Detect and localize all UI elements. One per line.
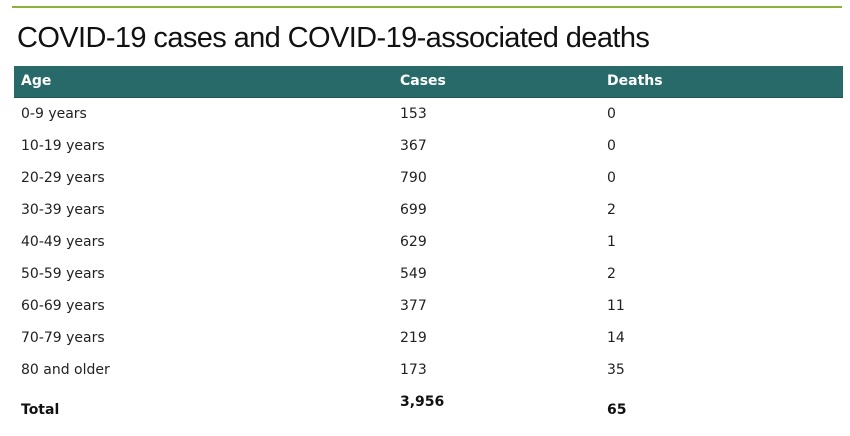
cell-cases: 367 bbox=[400, 138, 427, 154]
table-row: 40-49 years 629 1 bbox=[14, 226, 843, 258]
cell-age: 0-9 years bbox=[21, 106, 87, 122]
page-title: COVID-19 cases and COVID-19-associated d… bbox=[17, 22, 650, 54]
header-deaths: Deaths bbox=[607, 73, 663, 89]
cell-deaths: 11 bbox=[607, 298, 625, 314]
cell-deaths: 0 bbox=[607, 106, 616, 122]
table-row: 20-29 years 790 0 bbox=[14, 162, 843, 194]
table-row: 70-79 years 219 14 bbox=[14, 322, 843, 354]
cell-deaths: 0 bbox=[607, 138, 616, 154]
cell-cases: 790 bbox=[400, 170, 427, 186]
cell-deaths: 14 bbox=[607, 330, 625, 346]
cell-deaths: 35 bbox=[607, 362, 625, 378]
table-row: 60-69 years 377 11 bbox=[14, 290, 843, 322]
total-deaths: 65 bbox=[607, 402, 627, 418]
cell-deaths: 0 bbox=[607, 170, 616, 186]
cell-age: 40-49 years bbox=[21, 234, 105, 250]
cell-cases: 377 bbox=[400, 298, 427, 314]
cell-cases: 173 bbox=[400, 362, 427, 378]
cell-cases: 629 bbox=[400, 234, 427, 250]
header-cases: Cases bbox=[400, 73, 446, 89]
cell-deaths: 2 bbox=[607, 202, 616, 218]
cell-deaths: 1 bbox=[607, 234, 616, 250]
total-label: Total bbox=[21, 402, 60, 418]
cell-cases: 549 bbox=[400, 266, 427, 282]
header-age: Age bbox=[21, 73, 52, 89]
total-cases: 3,956 bbox=[400, 394, 445, 410]
cell-age: 30-39 years bbox=[21, 202, 105, 218]
table-total-row: Total 3,956 65 bbox=[14, 386, 843, 426]
covid-table: Age Cases Deaths 0-9 years 153 0 10-19 y… bbox=[14, 66, 843, 426]
cell-age: 80 and older bbox=[21, 362, 110, 378]
table-row: 10-19 years 367 0 bbox=[14, 130, 843, 162]
top-accent-rule bbox=[12, 6, 842, 8]
cell-age: 50-59 years bbox=[21, 266, 105, 282]
table-row: 80 and older 173 35 bbox=[14, 354, 843, 386]
table-row: 30-39 years 699 2 bbox=[14, 194, 843, 226]
table-row: 0-9 years 153 0 bbox=[14, 98, 843, 130]
table-row: 50-59 years 549 2 bbox=[14, 258, 843, 290]
table-header-row: Age Cases Deaths bbox=[14, 66, 843, 98]
cell-age: 20-29 years bbox=[21, 170, 105, 186]
cell-cases: 699 bbox=[400, 202, 427, 218]
cell-deaths: 2 bbox=[607, 266, 616, 282]
cell-age: 10-19 years bbox=[21, 138, 105, 154]
cell-age: 70-79 years bbox=[21, 330, 105, 346]
cell-cases: 219 bbox=[400, 330, 427, 346]
cell-cases: 153 bbox=[400, 106, 427, 122]
cell-age: 60-69 years bbox=[21, 298, 105, 314]
